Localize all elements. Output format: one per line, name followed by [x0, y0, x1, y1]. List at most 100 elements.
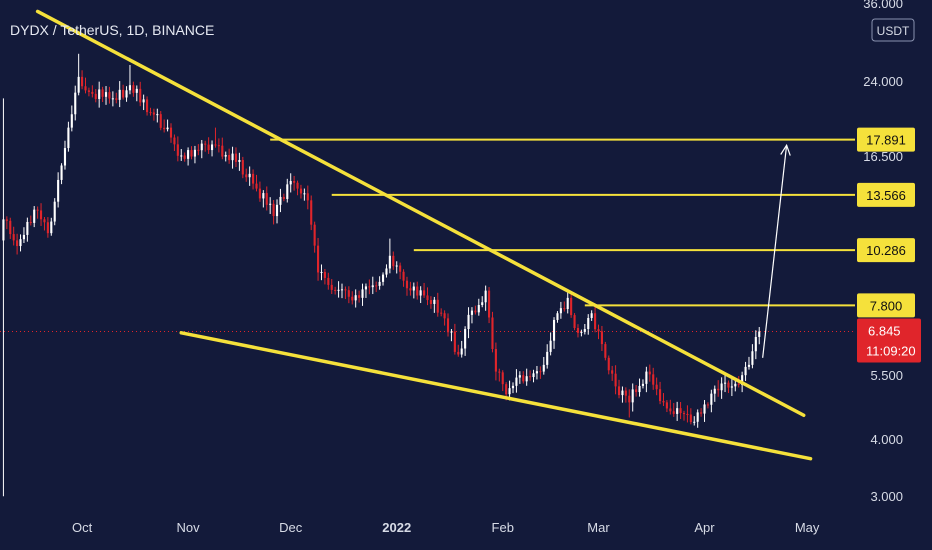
candle — [145, 96, 149, 116]
candle — [576, 324, 580, 338]
candle-body — [258, 188, 261, 199]
projection-arrow-shaft[interactable] — [762, 145, 788, 358]
x-axis: Oct Nov Dec 2022 Feb Mar Apr May — [72, 520, 820, 535]
candle-body — [303, 193, 306, 195]
current-price-tag[interactable]: 6.845 11:09:20 — [857, 318, 921, 363]
candle — [679, 402, 682, 420]
candle — [758, 327, 761, 345]
candle-body — [81, 76, 84, 87]
candle-body — [501, 372, 504, 385]
candle — [36, 206, 39, 219]
candle-body — [22, 234, 26, 240]
candle — [621, 386, 624, 403]
candle-body — [494, 349, 497, 372]
candle-body — [426, 295, 429, 301]
upper-trendline[interactable] — [35, 9, 806, 418]
candle — [590, 310, 593, 321]
candle — [368, 279, 371, 295]
candle-body — [358, 295, 361, 298]
candle — [234, 147, 238, 168]
candle-body — [217, 145, 220, 147]
candle-body — [662, 401, 665, 403]
candle-body — [723, 382, 727, 384]
candle — [676, 401, 679, 421]
y-tick-label: 36.000 — [863, 0, 903, 11]
candle-body — [94, 93, 97, 99]
candle-body — [149, 112, 152, 114]
candle — [289, 173, 292, 193]
candle — [81, 70, 84, 90]
candle-body — [87, 90, 90, 92]
candle-body — [323, 271, 326, 278]
candle-body — [39, 210, 43, 220]
candle-body — [385, 268, 388, 275]
candle-body — [169, 127, 173, 138]
candle-body — [310, 200, 313, 225]
candle — [231, 146, 234, 169]
level-price-tag[interactable]: 17.891 — [857, 127, 915, 152]
candle-body — [484, 290, 487, 303]
candle-body — [275, 204, 279, 217]
candle — [652, 367, 655, 390]
candle-body — [101, 89, 104, 97]
candle — [416, 281, 419, 300]
candle-body — [741, 375, 744, 385]
candle — [689, 408, 692, 425]
candle — [549, 332, 552, 356]
candle-body — [450, 331, 453, 333]
candle — [108, 86, 111, 104]
candle — [2, 98, 5, 497]
level-price-tag[interactable]: 13.566 — [857, 182, 915, 207]
candle — [173, 134, 176, 151]
candle-countdown: 11:09:20 — [866, 343, 916, 358]
chart-title: DYDX / TetherUS, 1D, BINANCE — [10, 22, 214, 38]
candle — [635, 385, 638, 397]
candle — [183, 152, 186, 162]
candle — [265, 186, 268, 211]
candle — [323, 268, 326, 285]
candle-body — [405, 280, 409, 289]
candle — [392, 251, 395, 270]
candle — [573, 313, 576, 331]
candle-body — [5, 219, 8, 221]
candle — [744, 361, 747, 381]
levels-group — [270, 138, 855, 307]
unit-badge[interactable]: USDT — [871, 18, 915, 42]
candle — [583, 323, 586, 335]
candle-body — [173, 137, 176, 145]
candle-body — [440, 312, 443, 314]
candle-body — [655, 384, 658, 390]
candle-body — [518, 375, 521, 378]
candle — [464, 326, 467, 356]
candle-body — [228, 154, 231, 161]
candle — [460, 340, 463, 358]
candle — [693, 416, 696, 426]
candle-body — [399, 265, 402, 272]
candle — [166, 119, 169, 132]
y-axis: 36.000 24.000 16.500 5.500 4.000 3.000 — [863, 0, 903, 504]
candle-body — [604, 344, 607, 358]
candle-body — [313, 224, 316, 246]
candle — [751, 344, 754, 369]
candle — [658, 381, 662, 405]
candle-body — [583, 329, 586, 332]
candle — [115, 92, 118, 104]
candle — [22, 227, 26, 243]
level-price-tag[interactable]: 7.800 — [857, 293, 915, 318]
candle-body — [676, 408, 679, 414]
candle-body — [12, 234, 15, 241]
candle-body — [511, 385, 515, 389]
candle-body — [152, 112, 155, 115]
candle-body — [142, 99, 145, 103]
candle — [60, 163, 63, 185]
projection-arrow-head — [780, 143, 791, 156]
level-price-tag[interactable]: 10.286 — [857, 238, 915, 263]
level-price-label: 13.566 — [866, 188, 906, 203]
candle-body — [706, 404, 710, 406]
candle-body — [590, 313, 593, 318]
candle-body — [163, 127, 166, 130]
candle-body — [344, 289, 347, 291]
lower-trendline[interactable] — [179, 331, 813, 461]
